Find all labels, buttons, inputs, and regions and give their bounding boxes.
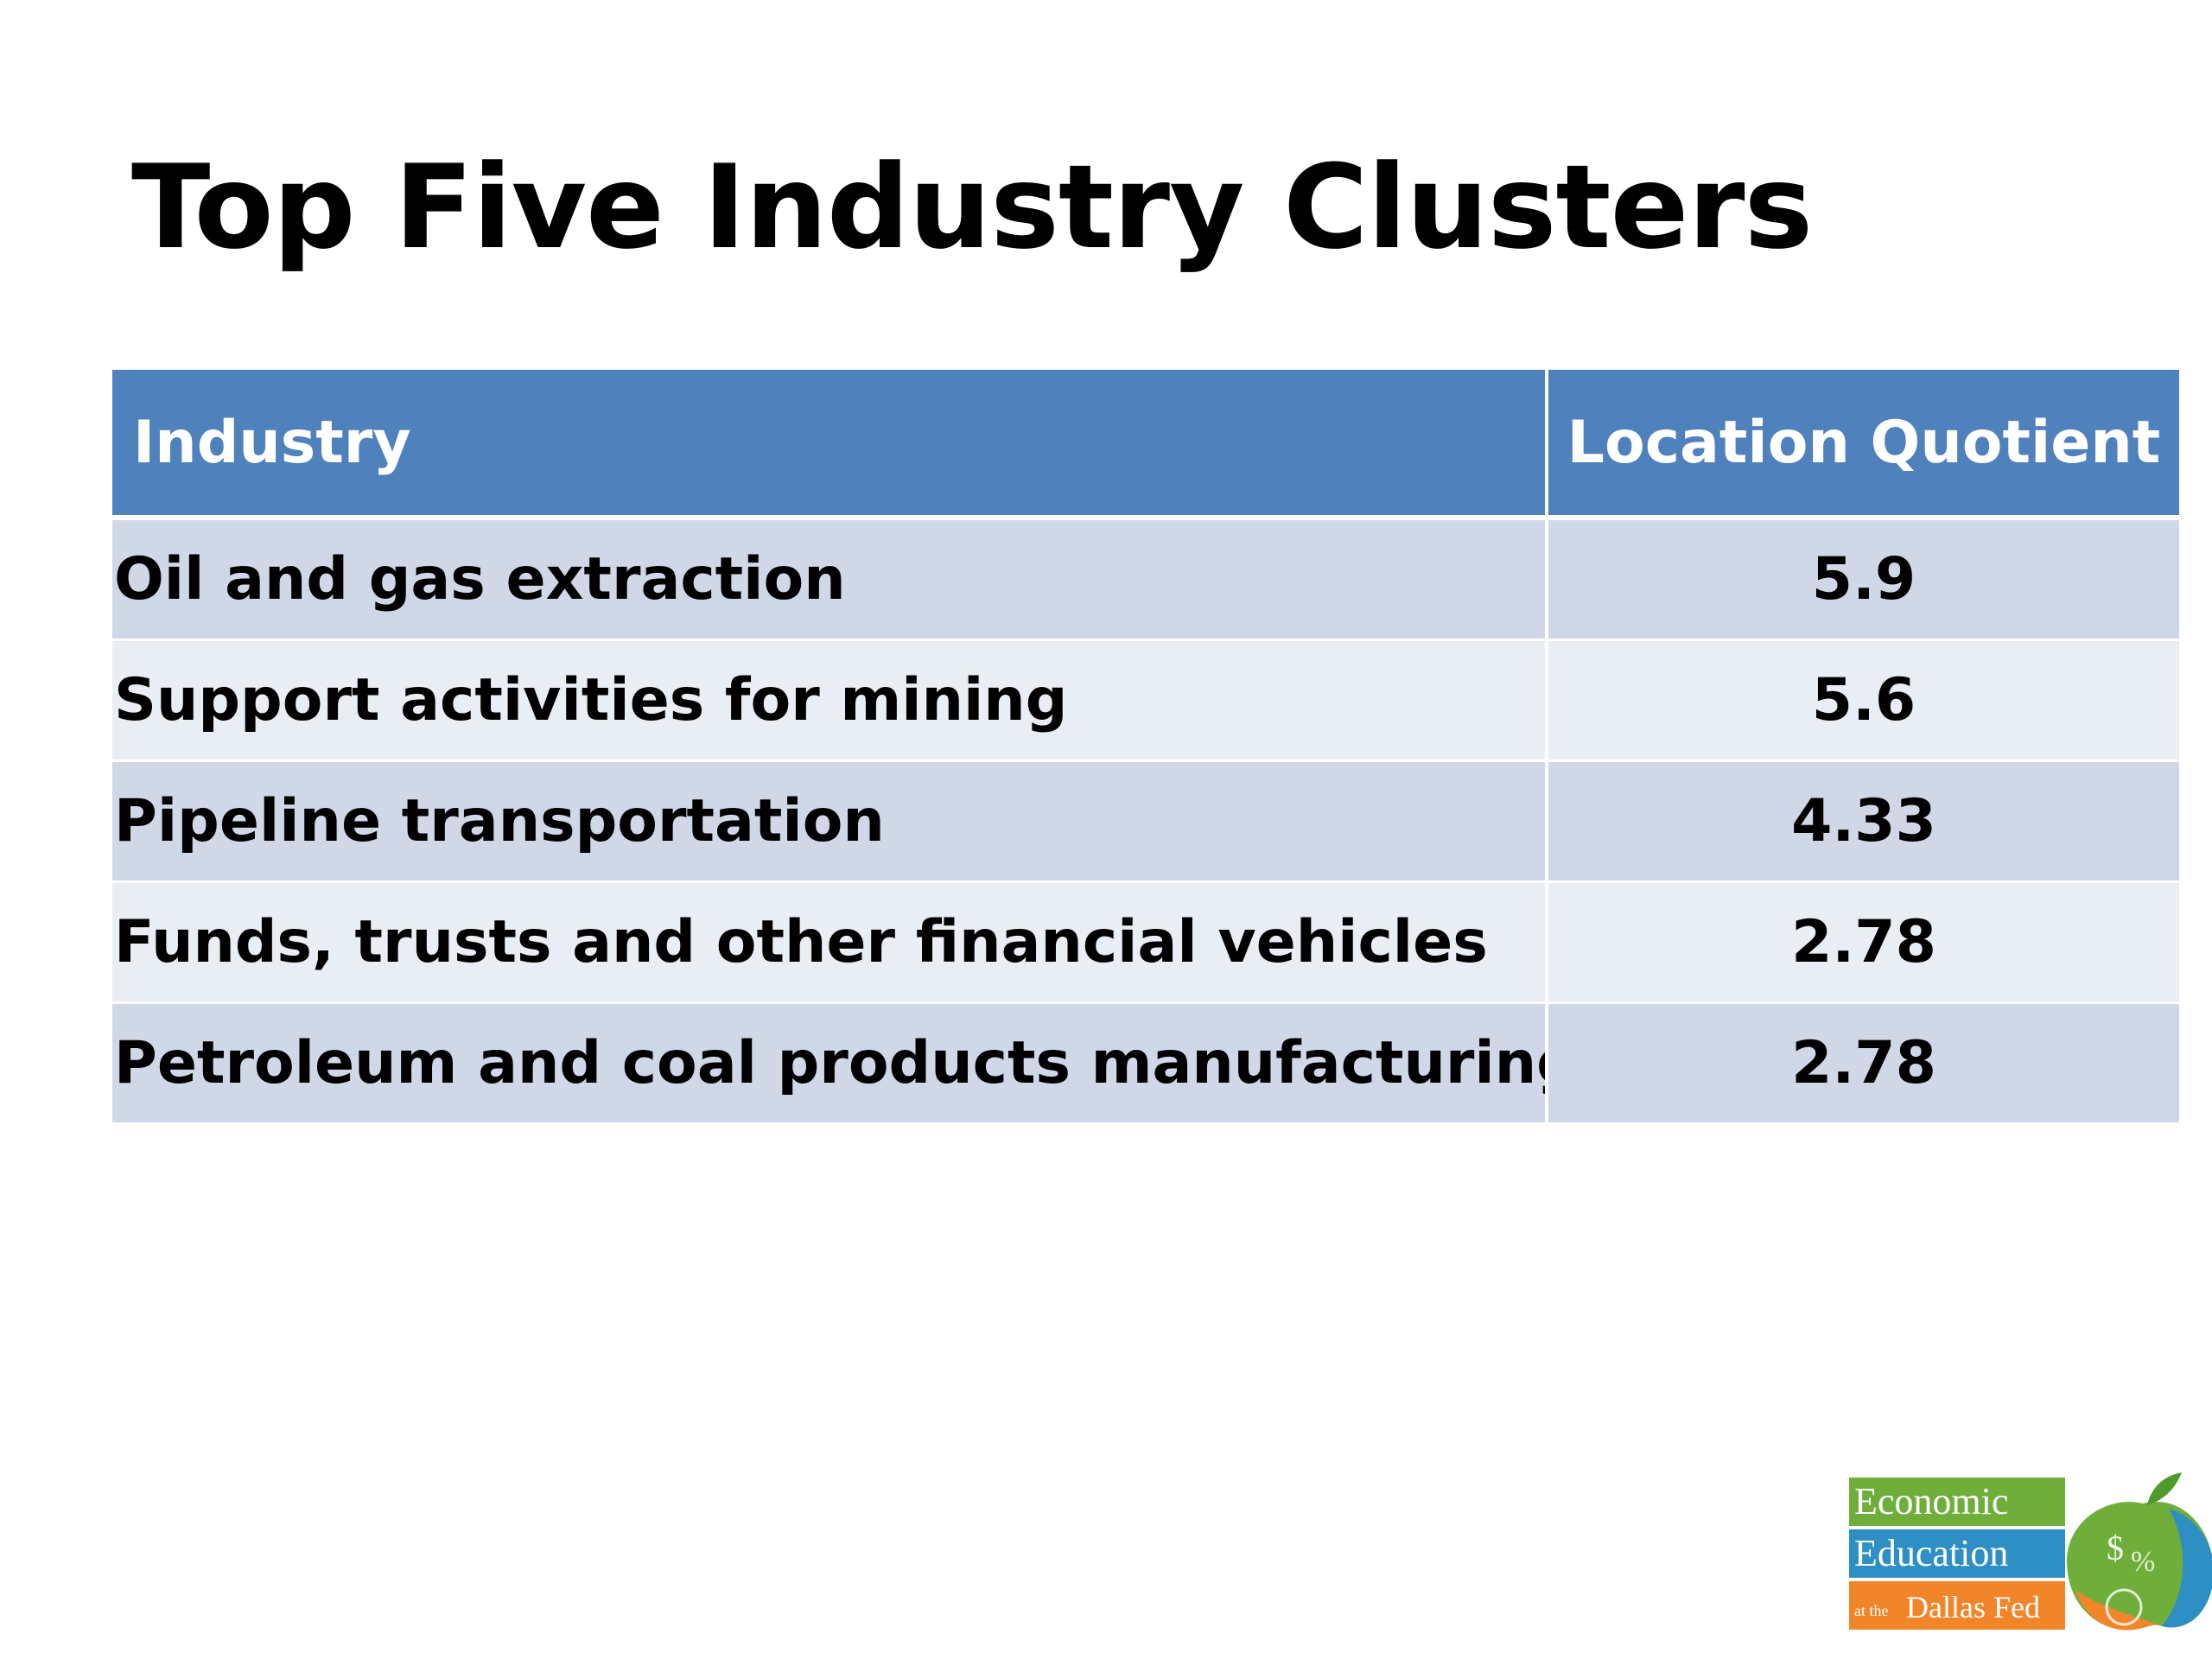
industry-cell: Oil and gas extraction (112, 518, 1548, 641)
location-quotient-cell: 5.6 (1547, 639, 2179, 762)
table-row: Funds, trusts and other financial vehicl… (112, 881, 2179, 1004)
table-row: Petroleum and coal products manufacturin… (112, 1002, 2179, 1125)
logo-text-education: Education (1854, 1532, 2008, 1574)
table-header-row: Industry Location Quotient (112, 370, 2179, 520)
location-quotient-cell: 2.78 (1547, 1002, 2179, 1125)
location-quotient-cell: 2.78 (1547, 881, 2179, 1004)
industry-cell: Petroleum and coal products manufacturin… (112, 1002, 1548, 1125)
location-quotient-cell: 4.33 (1547, 760, 2179, 883)
logo-text-at-the: at the (1854, 1602, 1888, 1619)
industry-cell: Support activities for mining (112, 639, 1548, 762)
slide-title: Top Five Industry Clusters (131, 140, 1813, 275)
apple-icon: $ % (2066, 1472, 2212, 1630)
location-quotient-cell: 5.9 (1547, 518, 2179, 641)
industry-cell: Pipeline transportation (112, 760, 1548, 883)
table-row: Oil and gas extraction 5.9 (112, 518, 2179, 641)
table-row: Support activities for mining 5.6 (112, 639, 2179, 762)
table-row: Pipeline transportation 4.33 (112, 760, 2179, 883)
logo-text-dallas-fed: Dallas Fed (1906, 1590, 2040, 1624)
economic-education-dallas-fed-logo: $ % Economic Education at the Dallas Fed (1849, 1472, 2212, 1630)
svg-text:%: % (2131, 1546, 2155, 1578)
logo-text-economic: Economic (1854, 1480, 2008, 1522)
industry-clusters-table: Industry Location Quotient Oil and gas e… (112, 370, 2179, 1125)
svg-text:$: $ (2107, 1529, 2124, 1567)
column-header-industry: Industry (112, 370, 1548, 520)
industry-cell: Funds, trusts and other financial vehicl… (112, 881, 1548, 1004)
column-header-location-quotient: Location Quotient (1547, 370, 2179, 520)
